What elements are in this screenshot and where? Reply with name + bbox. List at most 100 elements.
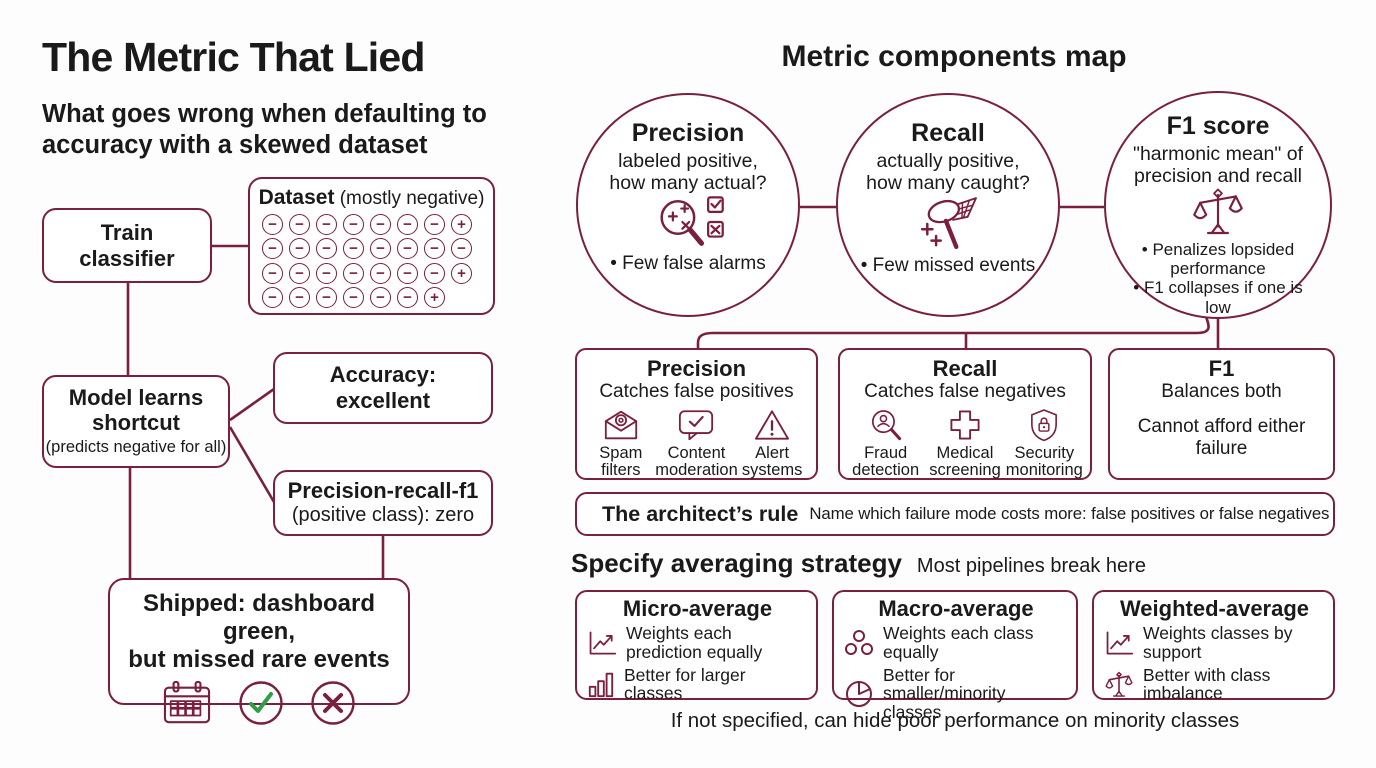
use-case-label: Medical screening — [929, 444, 1001, 480]
balance-scale-icon — [1105, 671, 1133, 697]
negative-sample-icon: − — [343, 262, 364, 284]
security-shield-icon — [1031, 409, 1058, 442]
negative-sample-icon: − — [424, 238, 445, 259]
averaging-heading: Specify averaging strategy Most pipeline… — [571, 548, 1146, 579]
architect-rule-bar: The architect’s rule Name which failure … — [575, 492, 1335, 536]
micro-average-point-2: Better for larger classes — [624, 664, 746, 704]
dataset-row: − − − − − − − − — [262, 238, 493, 259]
precision-box-subtitle: Catches false positives — [599, 381, 794, 403]
negative-sample-icon: − — [370, 262, 391, 284]
macro-average-row-1: Weights each class equally — [844, 624, 1068, 661]
train-classifier-line1: Train — [100, 219, 154, 245]
macro-average-row-2: Better for smaller/minority classes — [844, 664, 1068, 722]
negative-sample-icon: − — [289, 213, 310, 235]
negative-sample-icon: − — [316, 238, 337, 259]
negative-sample-icon: − — [370, 287, 391, 308]
precision-circle: Precision labeled positive, how many act… — [576, 93, 800, 317]
f1-box-note: Cannot afford either failure — [1137, 416, 1306, 459]
f1-use-box: F1 Balances both Cannot afford either fa… — [1108, 348, 1335, 480]
negative-sample-icon: − — [451, 238, 472, 259]
spam-envelope-icon — [604, 410, 637, 440]
accuracy-box: Accuracy: excellent — [273, 352, 493, 424]
negative-sample-icon: − — [343, 287, 364, 308]
negative-sample-icon: − — [316, 262, 337, 284]
use-case-label: Spam filters — [599, 444, 643, 480]
architect-rule-title: The architect’s rule — [602, 501, 799, 526]
negative-sample-icon: − — [397, 213, 418, 235]
medical-cross-icon — [950, 410, 980, 440]
recall-circle: Recall actually positive, how many caugh… — [836, 93, 1060, 317]
negative-sample-icon: − — [424, 262, 445, 284]
positive-sample-icon: + — [424, 287, 445, 308]
use-case-spam-filters: Spam filters — [583, 408, 658, 480]
negative-sample-icon: − — [289, 262, 310, 284]
use-case-content-moderation: Content moderation — [655, 408, 738, 480]
f1-box-title: F1 — [1208, 356, 1235, 381]
trend-chart-icon — [1106, 631, 1134, 655]
negative-sample-icon: − — [370, 238, 391, 259]
prf-detail: (positive class): zero — [291, 504, 475, 527]
negative-sample-icon: − — [316, 213, 337, 235]
use-case-fraud-detection: Fraud detection — [846, 408, 925, 480]
page-title: The Metric That Lied — [42, 34, 425, 80]
recall-circle-title: Recall — [911, 119, 985, 147]
negative-sample-icon: − — [289, 287, 310, 308]
shipped-icons — [110, 680, 408, 726]
accuracy-line2: excellent — [335, 388, 431, 413]
recall-box-subtitle: Catches false negatives — [864, 381, 1066, 403]
weighted-average-row-2: Better with class imbalance — [1104, 665, 1325, 703]
f1-bullet-1: Penalizes lopsided performance — [1123, 240, 1313, 279]
negative-sample-icon: − — [262, 262, 283, 284]
negative-sample-icon: − — [289, 238, 310, 259]
shipped-line1: Shipped: dashboard green, — [142, 590, 375, 645]
magnifier-sorting-icon — [660, 196, 724, 246]
negative-sample-icon: − — [316, 287, 337, 308]
dataset-box: Dataset (mostly negative) − − − − − − − + − − − − − −… — [248, 177, 495, 315]
macro-average-title: Macro-average — [878, 596, 1034, 621]
recall-circle-question: actually positive, how many caught? — [866, 150, 1030, 195]
micro-average-row-2: Better for larger classes — [587, 664, 808, 704]
precision-bullet: Few false alarms — [610, 253, 766, 275]
dataset-row: − − − − − − + — [262, 287, 493, 308]
use-case-label: Content moderation — [655, 444, 738, 480]
weighted-average-box: Weighted-average Weights classes by supp… — [1092, 590, 1335, 703]
recall-box-title: Recall — [932, 356, 998, 381]
use-case-alert-systems: Alert systems — [735, 408, 810, 480]
macro-average-box: Macro-average Weights each class equally… — [832, 590, 1078, 721]
f1-circle-question: "harmonic mean" of precision and recall — [1133, 143, 1303, 188]
f1-circle-bullets: Penalizes lopsided performance F1 collap… — [1123, 240, 1313, 318]
macro-average-point-2: Better for smaller/minority classes — [883, 664, 1006, 722]
dataset-row: − − − − − − − + — [262, 213, 493, 235]
prf-title: Precision-recall-f1 — [287, 477, 479, 503]
weighted-average-title: Weighted-average — [1119, 596, 1310, 621]
recall-bullet: Few missed events — [861, 255, 1036, 277]
use-case-medical-screening: Medical screening — [926, 408, 1005, 480]
dataset-header: Dataset (mostly negative) — [250, 186, 493, 210]
shipped-box: Shipped: dashboard green, but missed rar… — [108, 578, 410, 726]
negative-sample-icon: − — [397, 238, 418, 259]
dataset-note: (mostly negative) — [339, 188, 485, 209]
use-case-security-monitoring: Security monitoring — [1005, 408, 1084, 480]
positive-sample-icon: + — [451, 213, 472, 235]
map-title: Metric components map — [781, 40, 1127, 73]
f1-circle-title: F1 score — [1166, 112, 1270, 140]
prf-value: zero — [435, 504, 475, 527]
balance-scale-icon — [1193, 188, 1243, 235]
precision-circle-question: labeled positive, how many actual? — [609, 150, 767, 195]
averaging-footnote: If not specified, can hide poor performa… — [670, 709, 1240, 732]
line-chart-icon — [589, 631, 617, 655]
calendar-icon — [163, 681, 211, 724]
model-shortcut-note: (predicts negative for all) — [45, 437, 227, 456]
dataset-row: − − − − − − − + — [262, 262, 493, 284]
micro-average-title: Micro-average — [622, 596, 773, 621]
dataset-title: Dataset — [258, 186, 335, 209]
weighted-average-row-1: Weights classes by support — [1104, 624, 1325, 661]
shipped-line2: but missed rare events — [128, 645, 390, 673]
precision-use-box: Precision Catches false positives Spam f… — [575, 348, 818, 480]
precision-box-items: Spam filters Content moderation Alert sy… — [577, 403, 816, 480]
model-shortcut-title: Model learns shortcut — [68, 385, 204, 435]
f1-bullet-2: F1 collapses if one is low — [1123, 278, 1313, 317]
content-moderation-icon — [679, 410, 714, 441]
